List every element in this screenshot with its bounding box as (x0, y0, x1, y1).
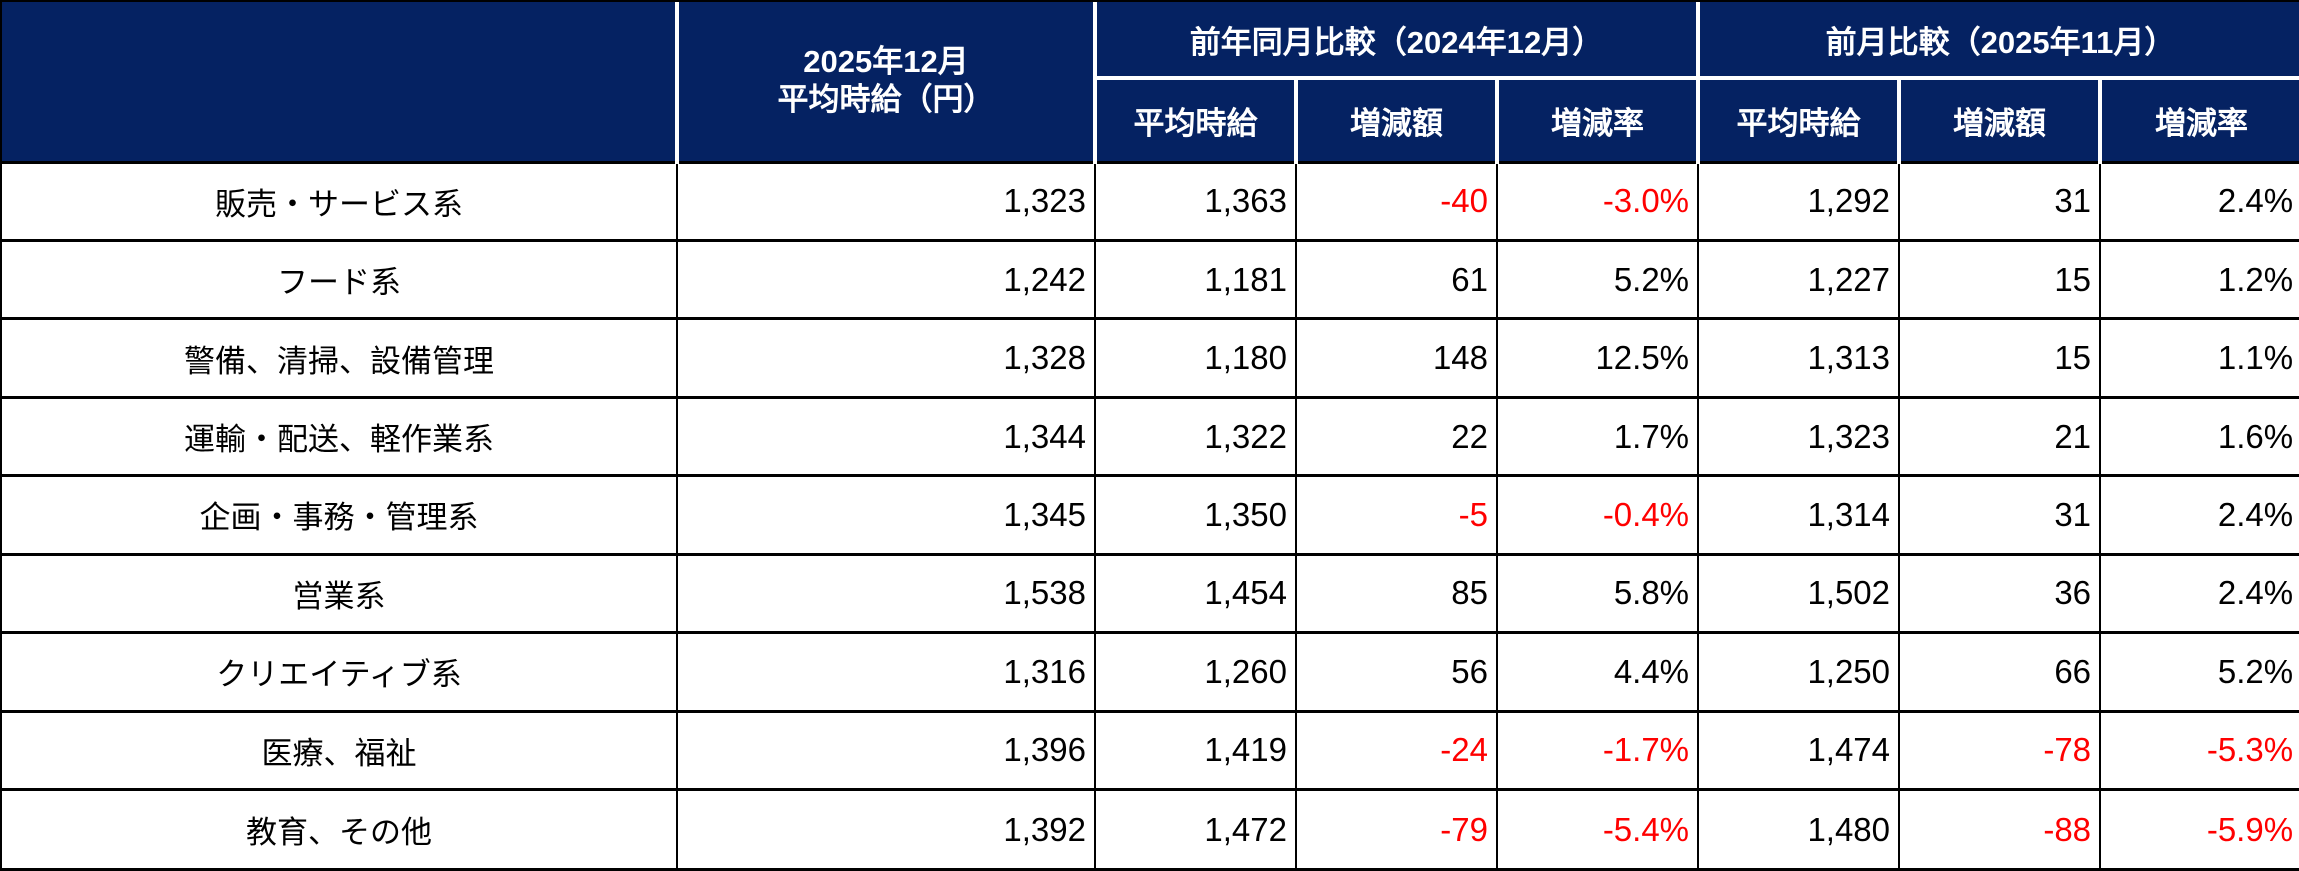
cell-yoy-avg: 1,350 (1094, 474, 1297, 556)
cell-yoy-diff: -79 (1295, 788, 1498, 868)
cell-mom-avg: 1,502 (1697, 552, 1901, 635)
cell-current: 1,316 (676, 631, 1096, 713)
cell-mom-rate: 5.2% (2099, 631, 2299, 713)
cell-yoy-diff: -40 (1295, 160, 1498, 242)
cell-mom-avg: 1,292 (1697, 160, 1901, 242)
cell-current: 1,242 (676, 238, 1096, 321)
cell-yoy-avg: 1,322 (1094, 395, 1297, 478)
cell-yoy-rate: -3.0% (1495, 160, 1700, 242)
cell-mom-diff: 31 (1898, 160, 2102, 242)
cell-current: 1,323 (676, 160, 1096, 242)
header-sub-yoy-diff-rate: 増減率 (1494, 78, 1701, 164)
cell-mom-avg: 1,313 (1697, 317, 1901, 399)
cell-yoy-rate: 5.2% (1495, 238, 1700, 321)
cell-yoy-diff: 22 (1295, 395, 1498, 478)
cell-mom-diff: -88 (1898, 788, 2102, 868)
cell-mom-avg: 1,480 (1697, 788, 1901, 868)
cell-category: フード系 (2, 238, 678, 321)
table-row: 教育、その他 1,392 1,472 -79 -5.4% 1,480 -88 -5.9% (2, 788, 2299, 868)
cell-yoy-diff: 56 (1295, 631, 1498, 713)
header-sub-yoy-diff-amount: 増減額 (1294, 78, 1499, 164)
table-row: クリエイティブ系 1,316 1,260 56 4.4% 1,250 66 5.2% (2, 631, 2299, 713)
cell-current: 1,328 (676, 317, 1096, 399)
cell-yoy-rate: 5.8% (1495, 552, 1700, 635)
cell-mom-avg: 1,250 (1697, 631, 1901, 713)
cell-mom-diff: 36 (1898, 552, 2102, 635)
cell-yoy-rate: -5.4% (1495, 788, 1700, 868)
table-row: 営業系 1,538 1,454 85 5.8% 1,502 36 2.4% (2, 552, 2299, 635)
table-row: 企画・事務・管理系 1,345 1,350 -5 -0.4% 1,314 31 2.4% (2, 474, 2299, 556)
cell-current: 1,344 (676, 395, 1096, 478)
cell-mom-diff: 15 (1898, 317, 2102, 399)
cell-mom-rate: -5.3% (2099, 709, 2299, 792)
cell-mom-diff: 15 (1898, 238, 2102, 321)
cell-mom-avg: 1,314 (1697, 474, 1901, 556)
header-sub-yoy-avg-wage: 平均時給 (1093, 78, 1298, 164)
cell-yoy-rate: -0.4% (1495, 474, 1700, 556)
cell-yoy-diff: 148 (1295, 317, 1498, 399)
cell-mom-diff: -78 (1898, 709, 2102, 792)
table-row: フード系 1,242 1,181 61 5.2% 1,227 15 1.2% (2, 238, 2299, 321)
cell-mom-rate: 2.4% (2099, 552, 2299, 635)
cell-mom-rate: 2.4% (2099, 160, 2299, 242)
cell-yoy-avg: 1,472 (1094, 788, 1297, 868)
header-sub-mom-diff-amount: 増減額 (1897, 78, 2103, 164)
cell-category: 運輸・配送、軽作業系 (2, 395, 678, 478)
header-mom-section: 前月比較（2025年11月） (1696, 2, 2299, 80)
cell-category: 販売・サービス系 (2, 160, 678, 242)
cell-mom-avg: 1,227 (1697, 238, 1901, 321)
cell-mom-rate: 2.4% (2099, 474, 2299, 556)
cell-yoy-avg: 1,260 (1094, 631, 1297, 713)
cell-category: 営業系 (2, 552, 678, 635)
table-row: 販売・サービス系 1,323 1,363 -40 -3.0% 1,292 31 2.4% (2, 160, 2299, 242)
cell-yoy-diff: 85 (1295, 552, 1498, 635)
cell-mom-avg: 1,323 (1697, 395, 1901, 478)
cell-mom-rate: -5.9% (2099, 788, 2299, 868)
cell-category: 警備、清掃、設備管理 (2, 317, 678, 399)
table-row: 医療、福祉 1,396 1,419 -24 -1.7% 1,474 -78 -5.3% (2, 709, 2299, 792)
cell-mom-rate: 1.6% (2099, 395, 2299, 478)
cell-mom-rate: 1.2% (2099, 238, 2299, 321)
cell-yoy-avg: 1,419 (1094, 709, 1297, 792)
cell-yoy-diff: 61 (1295, 238, 1498, 321)
cell-yoy-rate: 4.4% (1495, 631, 1700, 713)
header-yoy-section: 前年同月比較（2024年12月） (1092, 2, 1701, 80)
cell-yoy-avg: 1,180 (1094, 317, 1297, 399)
cell-yoy-rate: 1.7% (1495, 395, 1700, 478)
cell-mom-avg: 1,474 (1697, 709, 1901, 792)
cell-category: 医療、福祉 (2, 709, 678, 792)
cell-category: 教育、その他 (2, 788, 678, 868)
cell-current: 1,345 (676, 474, 1096, 556)
cell-current: 1,392 (676, 788, 1096, 868)
cell-mom-rate: 1.1% (2099, 317, 2299, 399)
cell-current: 1,538 (676, 552, 1096, 635)
header-current-month-avg-wage: 2025年12月 平均時給（円） (675, 2, 1097, 164)
table-row: 警備、清掃、設備管理 1,328 1,180 148 12.5% 1,313 15 1.1% (2, 317, 2299, 399)
cell-category: クリエイティブ系 (2, 631, 678, 713)
cell-mom-diff: 31 (1898, 474, 2102, 556)
cell-yoy-diff: -24 (1295, 709, 1498, 792)
cell-mom-diff: 21 (1898, 395, 2102, 478)
cell-yoy-avg: 1,181 (1094, 238, 1297, 321)
cell-yoy-avg: 1,454 (1094, 552, 1297, 635)
header-category-blank (2, 2, 679, 164)
cell-mom-diff: 66 (1898, 631, 2102, 713)
cell-current: 1,396 (676, 709, 1096, 792)
cell-yoy-rate: -1.7% (1495, 709, 1700, 792)
cell-yoy-diff: -5 (1295, 474, 1498, 556)
cell-yoy-rate: 12.5% (1495, 317, 1700, 399)
cell-category: 企画・事務・管理系 (2, 474, 678, 556)
header-sub-mom-avg-wage: 平均時給 (1696, 78, 1902, 164)
table-row: 運輸・配送、軽作業系 1,344 1,322 22 1.7% 1,323 21 1.6% (2, 395, 2299, 478)
cell-yoy-avg: 1,363 (1094, 160, 1297, 242)
header-sub-mom-diff-rate: 増減率 (2098, 78, 2299, 164)
